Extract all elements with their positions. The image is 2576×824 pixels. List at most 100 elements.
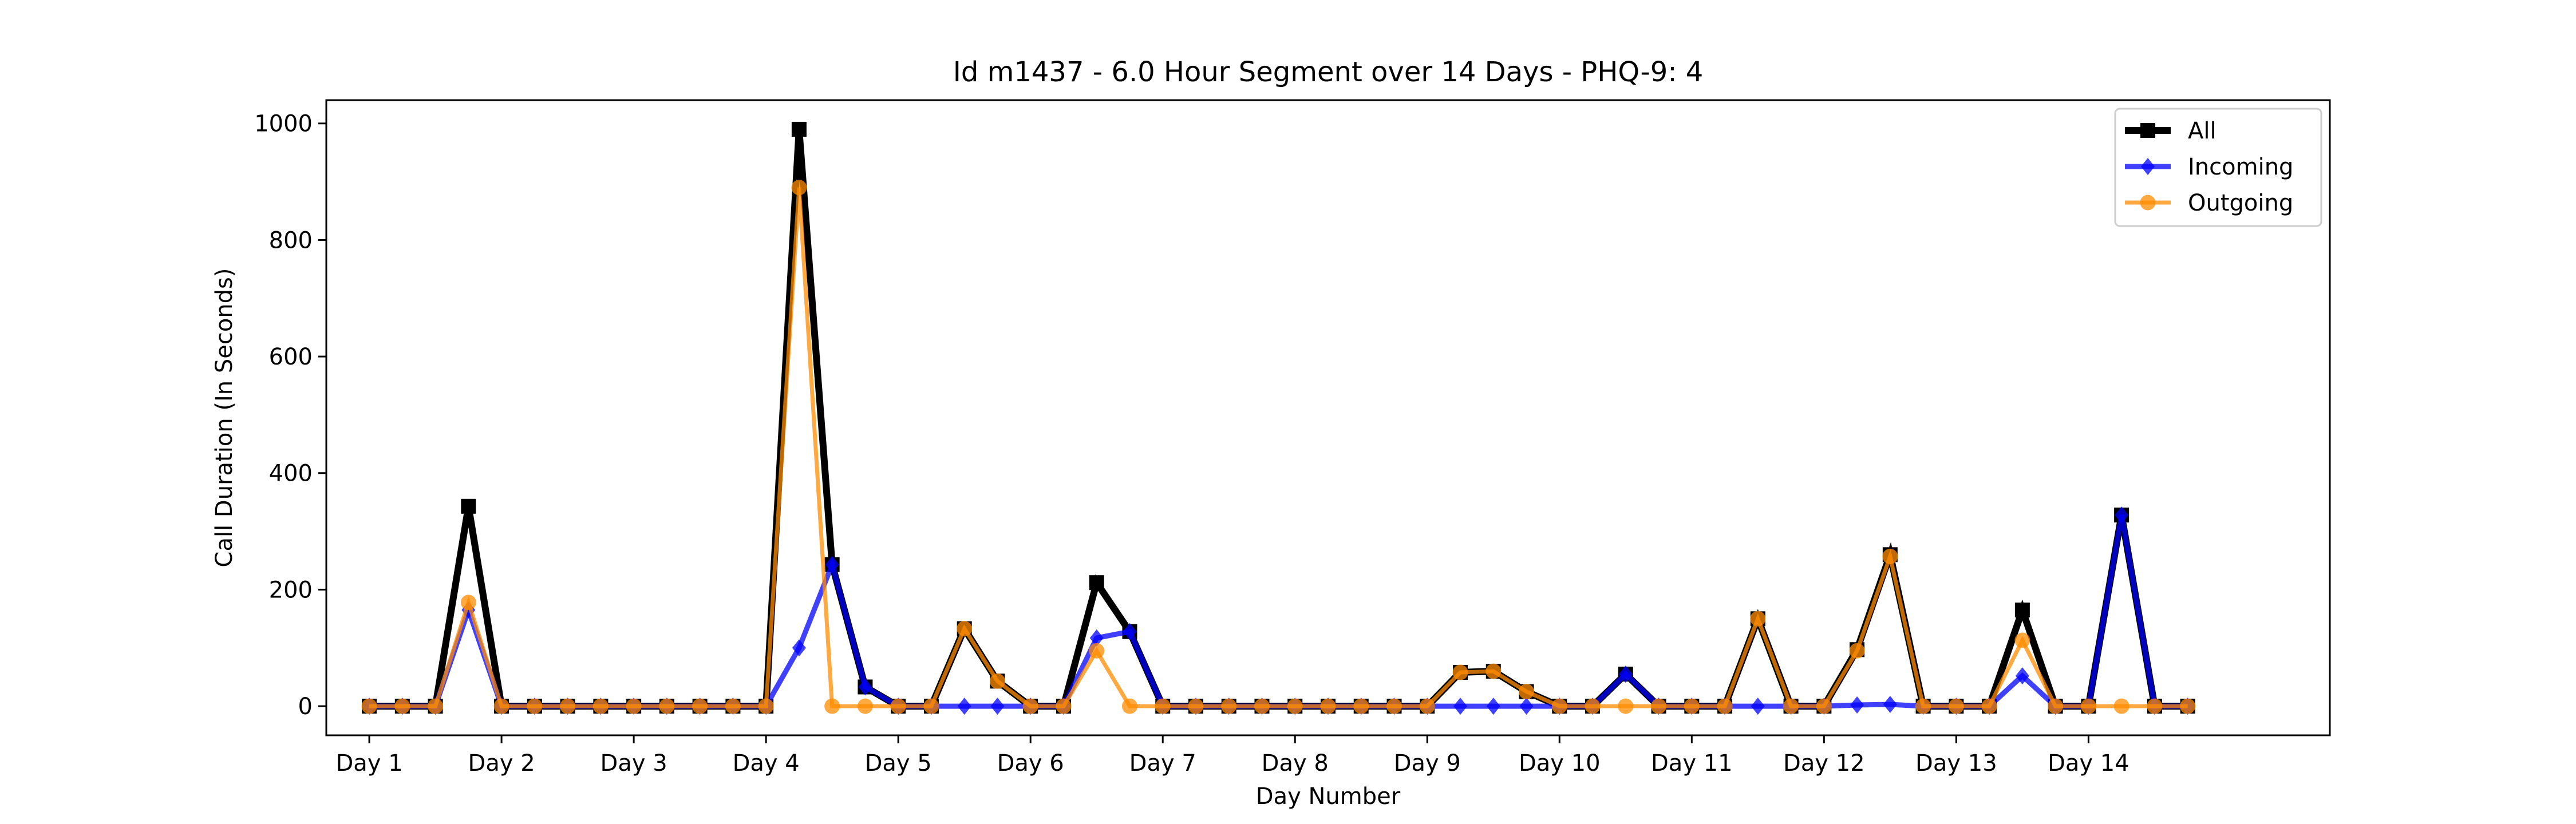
data-point-incoming: [2015, 667, 2029, 685]
data-point-incoming: [2115, 506, 2129, 524]
x-tick-label: Day 14: [2048, 750, 2129, 777]
plot-frame: [325, 99, 2331, 736]
data-point-outgoing: [1684, 698, 1700, 714]
data-point-outgoing: [361, 698, 377, 714]
data-point-incoming: [1123, 623, 1137, 640]
data-point-outgoing: [428, 698, 444, 714]
data-point-outgoing: [1022, 698, 1038, 714]
data-point-outgoing: [2014, 632, 2030, 648]
data-point-outgoing: [923, 698, 939, 714]
data-point-outgoing: [1816, 698, 1832, 714]
data-point-outgoing: [626, 698, 642, 714]
legend-label: Outgoing: [2188, 190, 2293, 216]
data-point-incoming: [1850, 696, 1864, 714]
data-point-outgoing: [1452, 664, 1468, 680]
data-point-outgoing: [1386, 698, 1402, 714]
legend-item-outgoing: Outgoing: [2125, 190, 2293, 216]
x-tick-label: Day 10: [1519, 750, 1601, 777]
data-point-incoming: [1453, 698, 1468, 715]
data-point-outgoing: [1121, 698, 1137, 714]
data-point-incoming: [957, 698, 971, 715]
y-tick-label: 1000: [254, 111, 313, 137]
legend-marker: [2140, 123, 2155, 138]
legend-item-all: All: [2125, 118, 2217, 144]
data-point-incoming: [1089, 629, 1104, 647]
data-point-outgoing: [493, 698, 509, 714]
series-all: [362, 121, 2195, 714]
legend: All Incoming Outgoing: [2114, 108, 2322, 227]
data-point-outgoing: [725, 698, 741, 714]
x-tick-label: Day 3: [600, 750, 667, 777]
data-point-outgoing: [1948, 698, 1964, 714]
series-outgoing: [361, 180, 2196, 714]
series-line-all: [369, 129, 2188, 710]
data-point-outgoing: [957, 621, 973, 637]
y-tick-label: 400: [269, 461, 313, 487]
data-point-outgoing: [1981, 698, 1997, 714]
y-tick-label: 600: [269, 344, 313, 370]
data-point-incoming: [825, 556, 839, 573]
legend-label: Incoming: [2188, 154, 2293, 180]
data-point-outgoing: [2113, 698, 2129, 714]
data-point-outgoing: [460, 595, 476, 611]
data-point-outgoing: [1717, 698, 1733, 714]
data-point-incoming: [1883, 696, 1897, 714]
x-tick-label: Day 5: [865, 750, 932, 777]
x-tick-label: Day 7: [1129, 750, 1196, 777]
legend-label: All: [2188, 118, 2217, 144]
data-point-outgoing: [1849, 643, 1865, 659]
axis-layer: 0 200 400 600 800 1000 Day 1 Day 2 Day 3 Day 4 Day…: [254, 111, 2129, 777]
series-line-outgoing: [369, 187, 2188, 708]
data-point-outgoing: [560, 698, 576, 714]
data-point-outgoing: [824, 698, 840, 714]
x-tick-label: Day 1: [336, 750, 403, 777]
y-axis-label: Call Duration (In Seconds): [211, 268, 238, 568]
data-point-outgoing: [1651, 698, 1667, 714]
chart-title: Id m1437 - 6.0 Hour Segment over 14 Days…: [953, 56, 1704, 88]
x-tick-label: Day 6: [997, 750, 1064, 777]
data-point-incoming: [792, 639, 806, 657]
data-point-incoming: [1486, 698, 1500, 715]
data-point-outgoing: [2080, 698, 2096, 714]
series-layer: [361, 121, 2196, 715]
data-point-outgoing: [592, 698, 609, 714]
legend-item-incoming: Incoming: [2125, 154, 2293, 180]
data-point-outgoing: [1750, 611, 1766, 627]
data-point-outgoing: [692, 698, 708, 714]
data-point-outgoing: [1221, 698, 1237, 714]
x-tick-label: Day 9: [1394, 750, 1461, 777]
legend-marker: [2141, 158, 2155, 175]
data-point-incoming: [990, 698, 1005, 715]
data-point-outgoing: [1783, 698, 1799, 714]
data-point-incoming: [858, 678, 872, 696]
data-point-all: [461, 498, 476, 514]
x-tick-label: Day 8: [1262, 750, 1329, 777]
data-point-outgoing: [1089, 643, 1105, 659]
data-point-incoming: [1751, 698, 1765, 715]
data-point-all: [2014, 603, 2030, 618]
data-point-outgoing: [1551, 698, 1567, 714]
x-tick-label: Day 13: [1915, 750, 1997, 777]
x-tick-label: Day 2: [468, 750, 535, 777]
x-tick-label: Day 12: [1783, 750, 1865, 777]
data-point-outgoing: [527, 698, 543, 714]
data-point-outgoing: [1585, 698, 1601, 714]
data-point-all: [1089, 575, 1104, 591]
y-tick-label: 800: [269, 227, 313, 253]
legend-frame: [2114, 108, 2322, 227]
data-point-all: [791, 121, 807, 137]
data-point-outgoing: [791, 180, 807, 196]
data-point-outgoing: [1188, 698, 1204, 714]
y-tick-label: 200: [269, 577, 313, 603]
data-point-outgoing: [758, 698, 774, 714]
x-tick-label: Day 11: [1651, 750, 1733, 777]
data-point-outgoing: [659, 698, 675, 714]
data-point-outgoing: [1353, 698, 1369, 714]
data-point-outgoing: [989, 673, 1005, 689]
data-point-outgoing: [2048, 698, 2064, 714]
x-axis-label: Day Number: [1256, 783, 1401, 810]
data-point-outgoing: [1254, 698, 1270, 714]
y-tick-label: 0: [298, 694, 313, 720]
data-point-outgoing: [394, 698, 410, 714]
